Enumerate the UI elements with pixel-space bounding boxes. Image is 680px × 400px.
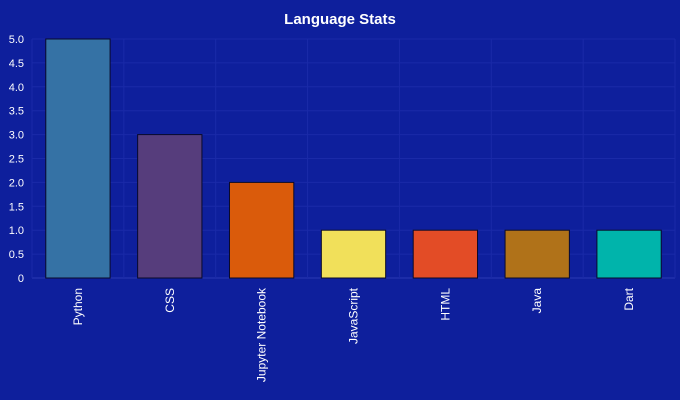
bar <box>320 229 387 279</box>
bar <box>596 229 662 279</box>
y-tick-label: 3.0 <box>9 130 24 142</box>
y-tick-label: 4.5 <box>9 58 24 70</box>
y-tick-label: 4.0 <box>9 82 24 94</box>
y-axis: 0 0.5 1.0 1.5 2.0 2.5 3.0 3.5 4.0 4.5 5.0 <box>9 34 24 285</box>
x-tick-label: HTML <box>438 288 452 321</box>
x-tick-label: CSS <box>163 288 177 313</box>
bar <box>228 181 295 279</box>
x-tick-label: Java <box>530 288 544 314</box>
bar <box>137 134 203 279</box>
chart-title: Language Stats <box>284 11 396 28</box>
y-tick-label: 0.5 <box>9 249 24 261</box>
bars-layer <box>45 38 662 279</box>
x-tick-label: JavaScript <box>347 287 361 344</box>
x-axis: Python CSS Jupyter Notebook JavaScript HTML J… <box>71 287 636 382</box>
y-tick-label: 0 <box>18 273 24 285</box>
y-tick-label: 3.5 <box>9 106 24 118</box>
bar <box>412 229 479 279</box>
y-tick-label: 1.5 <box>9 201 24 213</box>
x-tick-label: Jupyter Notebook <box>255 287 269 382</box>
y-tick-label: 5.0 <box>9 34 24 46</box>
y-tick-label: 2.5 <box>9 154 24 166</box>
y-tick-label: 2.0 <box>9 177 24 189</box>
y-tick-label: 1.0 <box>9 225 24 237</box>
x-tick-label: Dart <box>622 287 636 310</box>
bar <box>504 229 570 279</box>
bar <box>45 38 111 279</box>
x-tick-label: Python <box>71 288 85 325</box>
